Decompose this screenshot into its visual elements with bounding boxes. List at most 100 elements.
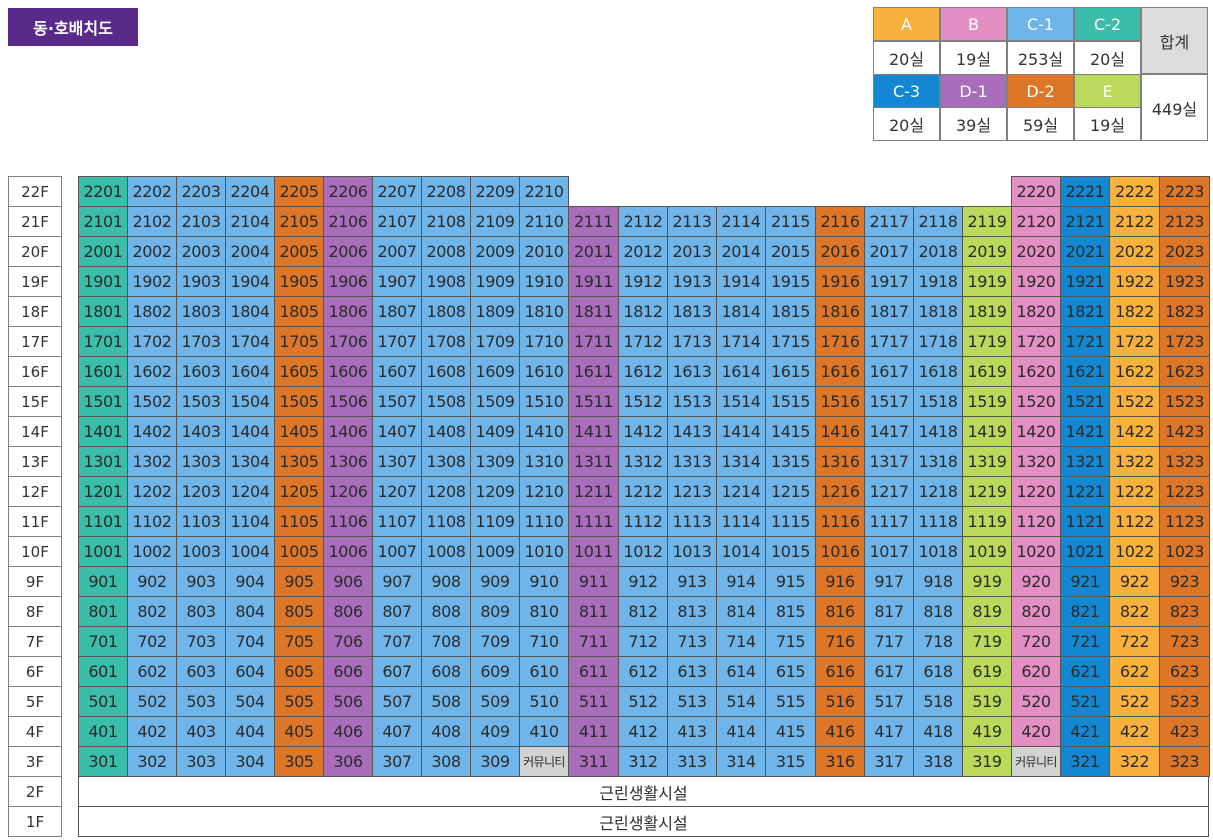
unit-cell: 1910 <box>519 266 569 297</box>
unit-cell: 902 <box>127 566 177 597</box>
unit-layout-grid: 2201 2202 2203 2204 2205 2206 2207 2208 2209 2210… <box>78 176 1210 837</box>
unit-cell: 2223 <box>1159 176 1210 207</box>
unit-cell: 812 <box>618 596 668 627</box>
floor-label-10f: 10F <box>9 537 61 566</box>
unit-cell: 1319 <box>962 446 1012 477</box>
unit-cell: 1422 <box>1109 416 1160 447</box>
unit-cell: 1819 <box>962 296 1012 327</box>
unit-cell: 2210 <box>519 176 569 207</box>
unit-cell: 1413 <box>667 416 717 447</box>
unit-cell: 1805 <box>274 296 324 327</box>
unit-cell: 419 <box>962 716 1012 747</box>
unit-cell: 2205 <box>274 176 324 207</box>
unit-cell: 1702 <box>127 326 177 357</box>
unit-cell: 1112 <box>618 506 668 537</box>
unit-cell: 1608 <box>421 356 471 387</box>
unit-cell: 401 <box>78 716 128 747</box>
unit-cell: 2208 <box>421 176 471 207</box>
unit-cell: 421 <box>1060 716 1110 747</box>
unit-cell: 1415 <box>765 416 816 447</box>
unit-cell: 405 <box>274 716 324 747</box>
unit-cell: 1522 <box>1109 386 1160 417</box>
unit-cell: 2111 <box>568 206 619 237</box>
unit-cell: 1515 <box>765 386 816 417</box>
unit-cell: 2207 <box>372 176 422 207</box>
unit-cell: 1108 <box>421 506 471 537</box>
unit-cell: 914 <box>716 566 766 597</box>
unit-cell: 603 <box>176 656 226 687</box>
unit-cell: 1014 <box>716 536 766 567</box>
unit-cell: 1316 <box>815 446 865 477</box>
unit-cell: 508 <box>421 686 471 717</box>
unit-cell: 1305 <box>274 446 324 477</box>
unit-cell: 1119 <box>962 506 1012 537</box>
unit-cell: 1904 <box>225 266 275 297</box>
unit-cell: 1809 <box>470 296 520 327</box>
community-cell: 커뮤니티 <box>1011 746 1061 777</box>
unit-cell: 1507 <box>372 386 422 417</box>
unit-cell: 1601 <box>78 356 128 387</box>
unit-cell: 1120 <box>1011 506 1061 537</box>
floor-label-1f: 1F <box>9 807 61 836</box>
unit-cell: 403 <box>176 716 226 747</box>
unit-cell: 302 <box>127 746 177 777</box>
unit-cell: 408 <box>421 716 471 747</box>
legend-count-d-1: 39실 <box>941 108 1006 140</box>
unit-cell: 416 <box>815 716 865 747</box>
unit-cell: 901 <box>78 566 128 597</box>
unit-cell: 2011 <box>568 236 619 267</box>
unit-cell: 1322 <box>1109 446 1160 477</box>
unit-cell: 1709 <box>470 326 520 357</box>
unit-cell: 420 <box>1011 716 1061 747</box>
unit-cell: 1820 <box>1011 296 1061 327</box>
unit-cell: 1003 <box>176 536 226 567</box>
legend-type-e: E <box>1075 75 1140 107</box>
unit-cell: 1612 <box>618 356 668 387</box>
unit-cell: 303 <box>176 746 226 777</box>
unit-cell: 1902 <box>127 266 177 297</box>
unit-cell: 1518 <box>913 386 963 417</box>
unit-cell: 1519 <box>962 386 1012 417</box>
unit-cell: 518 <box>913 686 963 717</box>
unit-cell: 707 <box>372 626 422 657</box>
unit-cell: 2004 <box>225 236 275 267</box>
unit-cell: 1610 <box>519 356 569 387</box>
unit-cell: 1204 <box>225 476 275 507</box>
unit-cell: 619 <box>962 656 1012 687</box>
unit-cell: 1105 <box>274 506 324 537</box>
unit-cell: 2113 <box>667 206 717 237</box>
unit-cell: 1706 <box>323 326 373 357</box>
unit-cell: 413 <box>667 716 717 747</box>
unit-cell: 1617 <box>864 356 914 387</box>
unit-cell: 823 <box>1159 596 1210 627</box>
unit-cell: 1703 <box>176 326 226 357</box>
unit-cell: 1110 <box>519 506 569 537</box>
unit-cell: 1406 <box>323 416 373 447</box>
unit-cell: 1020 <box>1011 536 1061 567</box>
unit-cell: 1115 <box>765 506 816 537</box>
unit-cell: 521 <box>1060 686 1110 717</box>
unit-cell: 1708 <box>421 326 471 357</box>
unit-cell: 414 <box>716 716 766 747</box>
unit-cell: 1420 <box>1011 416 1061 447</box>
unit-cell: 2118 <box>913 206 963 237</box>
unit-cell: 915 <box>765 566 816 597</box>
unit-cell: 507 <box>372 686 422 717</box>
unit-cell: 911 <box>568 566 619 597</box>
unit-cell: 1021 <box>1060 536 1110 567</box>
unit-cell: 423 <box>1159 716 1210 747</box>
unit-cell: 918 <box>913 566 963 597</box>
unit-cell: 513 <box>667 686 717 717</box>
unit-cell: 1605 <box>274 356 324 387</box>
unit-cell: 1920 <box>1011 266 1061 297</box>
unit-cell: 2020 <box>1011 236 1061 267</box>
unit-cell: 802 <box>127 596 177 627</box>
unit-cell: 1813 <box>667 296 717 327</box>
unit-cell: 815 <box>765 596 816 627</box>
unit-cell: 818 <box>913 596 963 627</box>
unit-cell: 2006 <box>323 236 373 267</box>
unit-cell: 1019 <box>962 536 1012 567</box>
unit-cell: 418 <box>913 716 963 747</box>
unit-cell: 1621 <box>1060 356 1110 387</box>
legend-count-c-2: 20실 <box>1075 42 1140 74</box>
